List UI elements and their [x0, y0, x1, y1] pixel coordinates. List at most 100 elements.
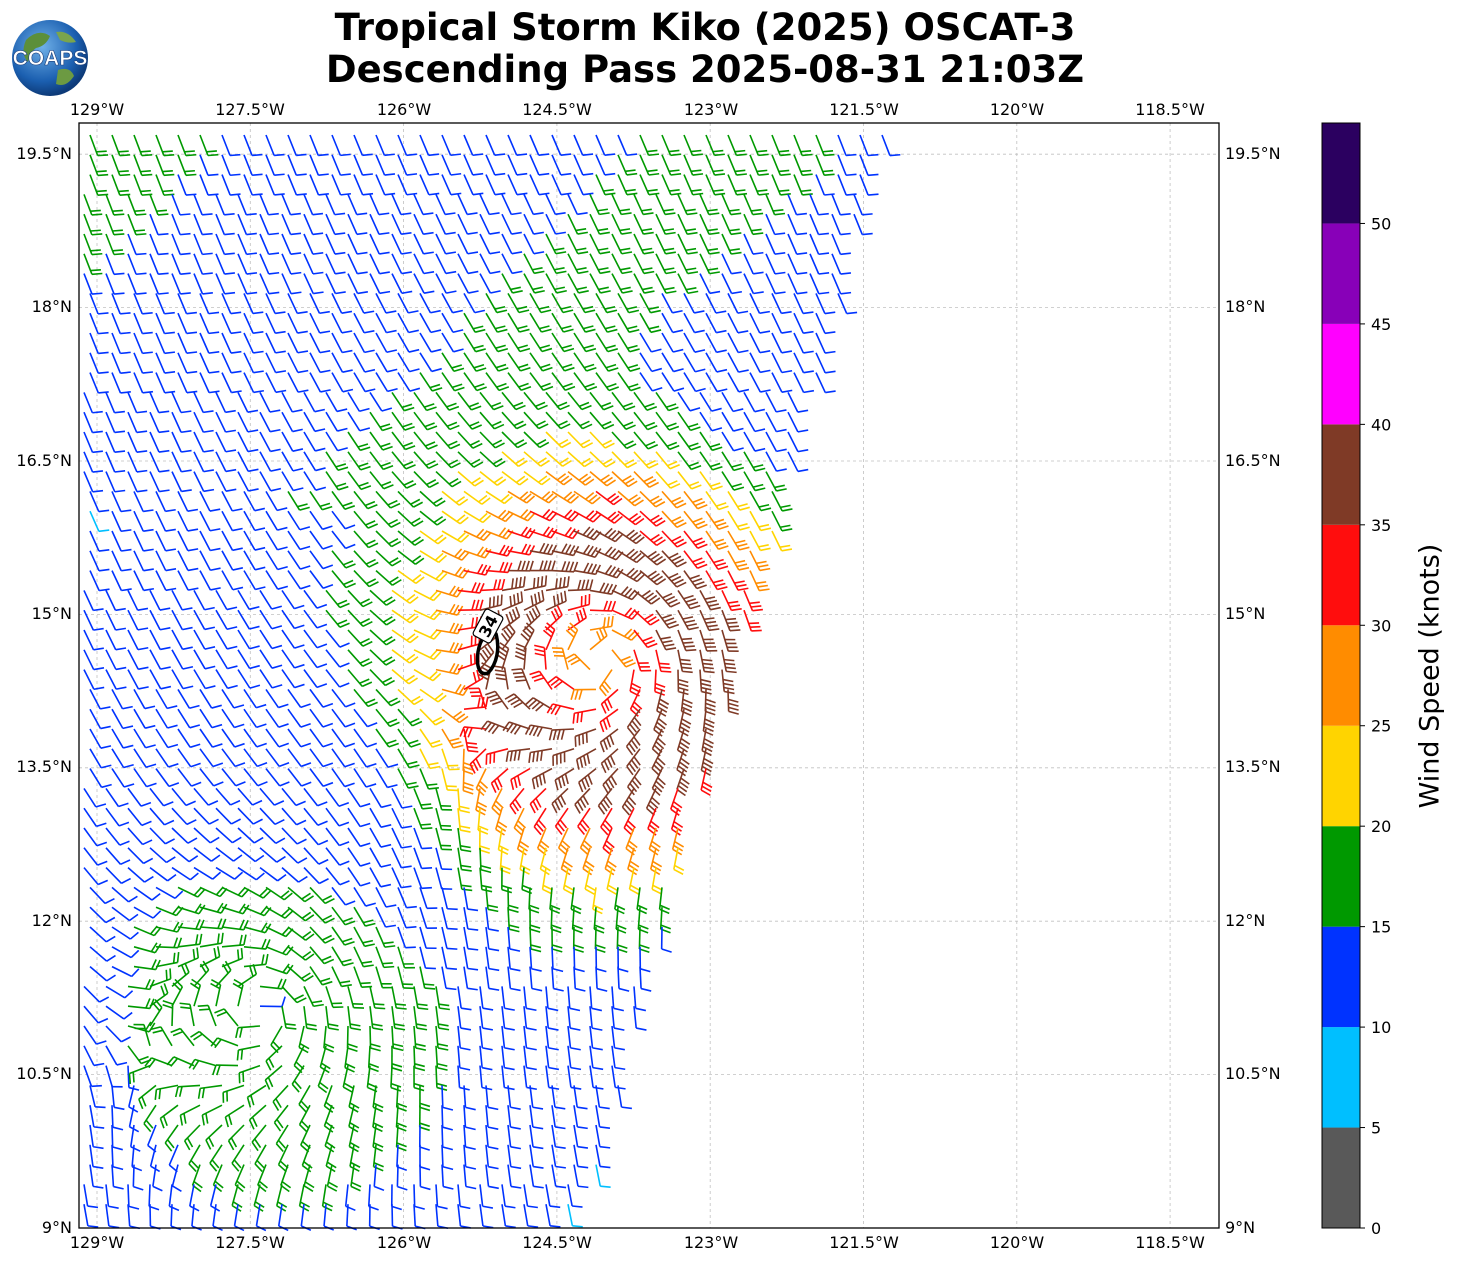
wind-barb [573, 312, 596, 333]
wind-barb [83, 1045, 105, 1067]
wind-barb [501, 1204, 516, 1229]
wind-barb [633, 986, 647, 1012]
wind-barb [514, 643, 527, 670]
wind-barb [529, 372, 554, 391]
wind-barb [573, 134, 594, 157]
wind-barb [111, 372, 131, 394]
wind-barb [309, 688, 334, 708]
wind-barb [369, 629, 396, 646]
wind-barb [419, 372, 443, 392]
wind-barb [683, 312, 705, 334]
wind-barb [413, 451, 439, 470]
wind-barb [441, 768, 458, 792]
wind-barb [651, 867, 663, 895]
wind-barb [89, 886, 115, 905]
wind-barb [547, 676, 575, 691]
wind-barb [129, 1124, 141, 1152]
wind-barb [303, 253, 324, 275]
wind-barb [749, 491, 772, 512]
wind-barb [567, 1045, 582, 1071]
wind-barb [463, 946, 479, 971]
wind-barb [413, 589, 442, 602]
wind-barb [574, 787, 591, 814]
wind-barb [303, 1164, 315, 1193]
wind-barb [391, 411, 415, 431]
wind-barb [391, 589, 419, 604]
wind-barb [199, 570, 221, 591]
wind-barb [595, 966, 608, 992]
wind-barb [265, 293, 286, 315]
wind-barb [765, 233, 786, 255]
wind-barb [353, 510, 379, 529]
wind-barb [221, 728, 245, 748]
wind-barb [155, 174, 175, 196]
wind-barb [353, 372, 376, 393]
wind-barb [617, 372, 641, 392]
wind-barb [507, 174, 528, 196]
wind-barb [529, 670, 553, 690]
wind-barb [567, 194, 588, 216]
wind-barb [375, 946, 395, 969]
wind-barb [419, 312, 442, 334]
wind-barb [287, 332, 309, 354]
wind-barb [502, 721, 531, 735]
wind-barb [727, 550, 750, 571]
wind-barb [573, 293, 596, 314]
wind-barb [510, 767, 531, 790]
wind-barb [507, 154, 528, 176]
wind-barb [617, 529, 645, 545]
wind-barb [617, 154, 638, 176]
wind-barb [347, 807, 371, 828]
lon-label-bottom: 127.5°W [215, 1233, 285, 1252]
wind-barb [83, 253, 103, 276]
wind-barb [369, 213, 390, 236]
wind-barb [435, 808, 452, 831]
wind-barb [193, 253, 213, 275]
wind-barb [611, 1065, 626, 1090]
wind-barb [391, 807, 413, 829]
wind-barb [633, 213, 654, 235]
wind-barb [397, 332, 420, 353]
wind-barb [595, 154, 616, 176]
wind-barb [633, 391, 658, 411]
wind-barb [529, 174, 550, 196]
wind-barb [441, 1144, 454, 1171]
wind-barb [570, 887, 582, 915]
wind-barb [551, 966, 564, 992]
wind-barb [215, 273, 236, 295]
wind-barb [127, 471, 148, 493]
wind-barb [243, 352, 264, 374]
colorbar-segment [1322, 123, 1360, 224]
wind-barb [648, 827, 661, 856]
wind-barb [287, 312, 308, 334]
colorbar-segment [1322, 1027, 1360, 1128]
wind-barb [303, 629, 328, 649]
wind-barb [743, 273, 764, 295]
wind-barb [616, 926, 628, 954]
wind-barb [111, 510, 132, 533]
wind-barb [523, 194, 544, 216]
wind-barb [595, 174, 616, 196]
wind-barb [705, 510, 729, 531]
wind-barb [287, 906, 315, 922]
wind-barb [193, 233, 213, 256]
wind-barb [441, 352, 465, 373]
wind-barb [221, 293, 242, 315]
wind-barb [265, 174, 285, 196]
wind-barb [309, 906, 335, 924]
wind-barb [215, 471, 237, 492]
wind-barb [545, 1045, 560, 1071]
wind-barb [149, 392, 170, 414]
wind-barb [661, 372, 685, 392]
lat-label-right: 16.5°N [1225, 451, 1281, 470]
wind-barb [589, 411, 615, 430]
wind-barb [243, 332, 264, 354]
wind-barb [670, 788, 683, 816]
wind-barb [562, 867, 575, 895]
wind-barb [457, 1184, 471, 1210]
wind-barb [144, 1057, 173, 1069]
wind-barb [523, 986, 537, 1012]
wind-barb [149, 968, 172, 988]
lon-label-top: 129°W [70, 100, 125, 119]
wind-barb [353, 134, 373, 157]
